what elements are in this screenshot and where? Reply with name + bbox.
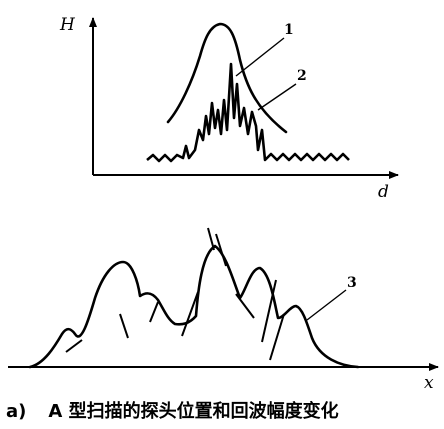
top-y-axis-label: H (59, 15, 76, 35)
envelope-curve-1 (166, 22, 288, 134)
callout-label-3: 3 (347, 275, 357, 291)
scan-envelope-curve (28, 244, 360, 369)
probe-stroke-a (65, 339, 83, 353)
callout-leader-1 (235, 37, 285, 77)
caption-text: A 型扫描的探头位置和回波幅度变化 (48, 401, 339, 422)
figure-caption: a) A 型扫描的探头位置和回波幅度变化 (6, 397, 444, 423)
probe-stroke-e (207, 227, 215, 251)
probe-stroke-c (149, 301, 159, 323)
probe-stroke-b (119, 313, 129, 339)
top-panel: H d 1 2 (59, 15, 399, 202)
probe-stroke-f (215, 233, 227, 267)
caption-tag: a) (6, 401, 27, 422)
probe-stroke-d (181, 291, 199, 337)
echo-signal-curve-2 (146, 62, 350, 163)
callout-leader-3 (306, 289, 347, 321)
bottom-x-axis-label: x (424, 373, 434, 393)
callout-label-2: 2 (297, 68, 307, 84)
probe-stroke-h (261, 279, 277, 343)
top-x-axis-label: d (378, 182, 389, 202)
probe-stroke-g (235, 293, 255, 319)
bottom-panel: x 3 (8, 227, 439, 393)
callout-leader-2 (257, 83, 297, 111)
probe-stroke-i (269, 313, 285, 361)
callout-label-1: 1 (284, 22, 294, 38)
